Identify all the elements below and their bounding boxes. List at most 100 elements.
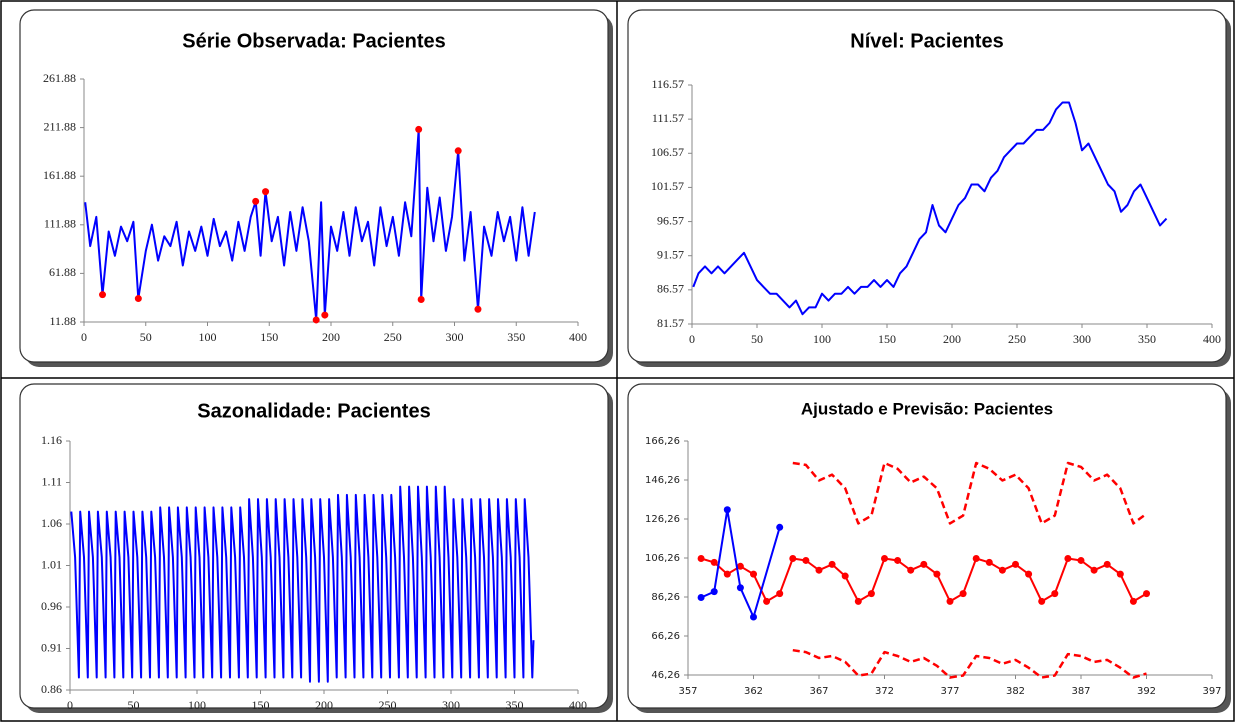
point: [828, 560, 836, 568]
x-tick-label: 0: [81, 330, 87, 344]
point: [933, 570, 941, 578]
point: [854, 597, 862, 605]
point: [99, 291, 107, 299]
point: [454, 147, 462, 155]
point: [750, 613, 757, 621]
x-tick-label: 350: [507, 330, 525, 344]
x-tick-label: 350: [506, 698, 524, 712]
point: [1064, 555, 1072, 563]
x-tick-label: 50: [128, 698, 140, 712]
frame: [19, 9, 609, 363]
y-tick-label: 11.88: [49, 314, 76, 328]
point: [776, 523, 784, 531]
y-tick-label: 166,26: [645, 436, 680, 447]
x-tick-label: 400: [569, 698, 587, 712]
y-tick-label: 146,26: [645, 475, 680, 486]
point: [1051, 590, 1059, 598]
point: [894, 556, 902, 564]
x-tick-label: 300: [1073, 332, 1091, 346]
x-tick-label: 50: [751, 332, 763, 346]
point: [736, 584, 744, 592]
point: [1025, 570, 1033, 578]
point: [985, 558, 993, 566]
x-tick-label: 400: [1203, 332, 1221, 346]
frame: [627, 383, 1227, 709]
x-tick-label: 100: [813, 332, 831, 346]
x-tick-label: 357: [678, 686, 697, 697]
point: [946, 597, 954, 605]
x-tick-label: 382: [1006, 686, 1025, 697]
point: [1143, 590, 1150, 598]
series-line: [792, 648, 1147, 679]
point: [252, 197, 260, 205]
x-tick-label: 0: [689, 332, 695, 346]
point: [972, 555, 980, 563]
point: [710, 588, 718, 596]
x-tick-label: 362: [744, 686, 763, 697]
point: [998, 566, 1006, 574]
y-tick-label: 111.57: [652, 111, 684, 125]
x-tick-label: 300: [442, 698, 460, 712]
point: [867, 590, 875, 598]
point: [321, 311, 329, 319]
y-tick-label: 1.06: [41, 516, 62, 530]
point: [417, 296, 425, 304]
point: [750, 570, 757, 578]
x-tick-label: 150: [252, 698, 270, 712]
y-tick-label: 1.01: [41, 557, 62, 571]
point: [723, 570, 731, 578]
y-tick-label: 1.16: [41, 433, 62, 447]
y-tick-label: 0.91: [41, 640, 62, 654]
y-tick-label: 96.57: [657, 213, 684, 227]
point: [312, 316, 320, 324]
point: [1038, 597, 1046, 605]
point: [415, 125, 423, 133]
y-tick-label: 211.88: [43, 119, 76, 133]
y-tick-label: 116.57: [651, 77, 684, 91]
y-tick-label: 0.86: [41, 682, 62, 696]
point: [697, 555, 705, 563]
y-tick-label: 106,26: [645, 553, 680, 564]
series-line: [692, 101, 1168, 316]
x-tick-label: 400: [569, 330, 587, 344]
point: [1103, 560, 1111, 568]
x-tick-label: 250: [384, 330, 402, 344]
point: [710, 558, 718, 566]
x-tick-label: 372: [875, 686, 894, 697]
point: [736, 562, 744, 570]
point: [815, 566, 823, 574]
point: [1077, 556, 1085, 564]
point: [789, 555, 797, 563]
chart-title: Ajustado e Previsão: Pacientes: [801, 399, 1053, 418]
x-tick-label: 367: [809, 686, 828, 697]
y-tick-label: 66,26: [651, 631, 680, 642]
point: [1129, 597, 1137, 605]
y-tick-label: 86.57: [657, 282, 684, 296]
x-tick-label: 0: [67, 698, 73, 712]
y-tick-label: 91.57: [657, 247, 684, 261]
point: [474, 305, 482, 313]
y-tick-label: 111.88: [44, 217, 76, 231]
x-tick-label: 387: [1071, 686, 1090, 697]
point: [763, 597, 771, 605]
y-tick-label: 1.11: [41, 474, 62, 488]
x-tick-label: 150: [878, 332, 896, 346]
y-tick-label: 261.88: [43, 71, 76, 85]
point: [959, 590, 967, 598]
point: [881, 555, 888, 563]
y-tick-label: 61.88: [49, 265, 76, 279]
x-tick-label: 100: [188, 698, 206, 712]
point: [841, 572, 849, 580]
point: [262, 188, 270, 196]
y-tick-label: 161.88: [43, 168, 76, 182]
point: [723, 506, 731, 514]
x-tick-label: 350: [1138, 332, 1156, 346]
x-tick-label: 250: [379, 698, 397, 712]
point: [134, 295, 142, 303]
x-tick-label: 392: [1137, 686, 1156, 697]
x-tick-label: 100: [199, 330, 217, 344]
y-tick-label: 81.57: [657, 316, 684, 330]
chart-title: Série Observada: Pacientes: [182, 30, 445, 52]
x-tick-label: 200: [322, 330, 340, 344]
